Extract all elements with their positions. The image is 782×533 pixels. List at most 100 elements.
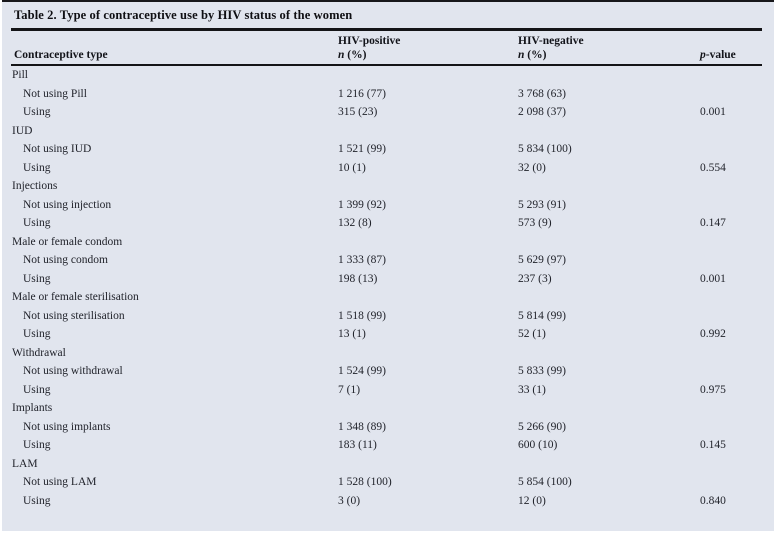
p-value: 0.001 bbox=[700, 272, 726, 285]
group-label: LAM bbox=[12, 457, 38, 470]
table-row-group: IUD bbox=[11, 122, 762, 141]
table-row-group: Male or female condom bbox=[11, 233, 762, 252]
n-suffix: (%) bbox=[524, 49, 547, 61]
hiv-negative-value: 3 768 (63) bbox=[518, 87, 566, 100]
p-symbol: p bbox=[700, 49, 706, 61]
table-title: Table 2. Type of contraceptive use by HI… bbox=[14, 8, 353, 22]
hiv-negative-value: 5 814 (99) bbox=[518, 309, 566, 322]
row-label: Using bbox=[23, 217, 51, 229]
row-label: Not using injection bbox=[23, 198, 112, 211]
hiv-positive-value: 1 399 (92) bbox=[338, 198, 386, 211]
header-p-value: p-value bbox=[700, 48, 762, 62]
hiv-positive-value: 13 (1) bbox=[338, 328, 366, 340]
hiv-negative-value: 12 (0) bbox=[518, 494, 546, 507]
row-label: Not using withdrawal bbox=[23, 365, 123, 377]
hiv-negative-value: 237 (3) bbox=[518, 272, 552, 285]
n-symbol: n bbox=[518, 49, 525, 61]
hiv-positive-value: 1 528 (100) bbox=[338, 476, 392, 488]
header-hiv-negative: HIV-negative bbox=[518, 35, 584, 47]
p-value: 0.145 bbox=[700, 439, 726, 451]
group-label: Withdrawal bbox=[12, 346, 66, 359]
hiv-positive-value: 132 (8) bbox=[338, 217, 372, 229]
hiv-positive-value: 1 333 (87) bbox=[338, 254, 386, 266]
hiv-positive-value: 1 518 (99) bbox=[338, 309, 386, 322]
table-row-group: Injections bbox=[11, 177, 762, 196]
table-row-group: Implants bbox=[11, 399, 762, 418]
row-label: Using bbox=[23, 494, 51, 507]
hiv-negative-value: 5 266 (90) bbox=[518, 420, 566, 433]
hiv-negative-value: 5 854 (100) bbox=[518, 476, 572, 488]
title-rule bbox=[11, 28, 762, 31]
hiv-negative-value: 52 (1) bbox=[518, 328, 546, 340]
hiv-negative-value: 5 834 (100) bbox=[518, 143, 572, 155]
p-suffix: -value bbox=[705, 49, 736, 61]
p-value: 0.554 bbox=[700, 161, 726, 174]
header-n-pct-negative: n (%) bbox=[518, 48, 700, 62]
table-row: Using 10 (1) 32 (0) 0.554 bbox=[11, 159, 762, 178]
hiv-negative-value: 573 (9) bbox=[518, 217, 552, 229]
p-value: 0.975 bbox=[700, 383, 726, 396]
hiv-positive-value: 1 348 (89) bbox=[338, 420, 386, 433]
table-row: Using 183 (11) 600 (10) 0.145 bbox=[11, 436, 762, 455]
p-value: 0.001 bbox=[700, 106, 726, 118]
p-value: 0.147 bbox=[700, 217, 726, 229]
row-label: Not using LAM bbox=[23, 476, 97, 488]
row-label: Not using Pill bbox=[23, 87, 87, 100]
table-row: Not using implants 1 348 (89) 5 266 (90) bbox=[11, 418, 762, 437]
group-label: Injections bbox=[12, 180, 58, 192]
group-label: IUD bbox=[12, 124, 33, 137]
row-label: Not using implants bbox=[23, 420, 111, 433]
n-symbol: n bbox=[338, 49, 345, 61]
row-label: Not using condom bbox=[23, 254, 108, 266]
table-row-group: Withdrawal bbox=[11, 344, 762, 363]
hiv-positive-value: 1 524 (99) bbox=[338, 365, 386, 377]
hiv-negative-value: 33 (1) bbox=[518, 383, 546, 396]
p-value: 0.840 bbox=[700, 494, 726, 507]
hiv-negative-value: 5 833 (99) bbox=[518, 365, 566, 377]
group-label: Implants bbox=[12, 402, 53, 414]
table-row: Using 198 (13) 237 (3) 0.001 bbox=[11, 270, 762, 289]
table-row: Using 132 (8) 573 (9) 0.147 bbox=[11, 214, 762, 233]
table-body: Pill Not using Pill 1 216 (77) 3 768 (63) Us… bbox=[11, 66, 762, 510]
table-row: Not using IUD 1 521 (99) 5 834 (100) bbox=[11, 140, 762, 159]
hiv-positive-value: 1 216 (77) bbox=[338, 87, 386, 100]
hiv-positive-value: 10 (1) bbox=[338, 161, 366, 174]
group-label: Pill bbox=[12, 69, 28, 81]
table-row: Not using Pill 1 216 (77) 3 768 (63) bbox=[11, 85, 762, 104]
table-row: Not using condom 1 333 (87) 5 629 (97) bbox=[11, 251, 762, 270]
header-n-pct-positive: n (%) bbox=[338, 48, 518, 62]
hiv-negative-value: 5 293 (91) bbox=[518, 198, 566, 211]
p-value: 0.992 bbox=[700, 328, 726, 340]
row-label: Using bbox=[23, 383, 51, 396]
hiv-positive-value: 183 (11) bbox=[338, 439, 377, 451]
hiv-positive-value: 315 (23) bbox=[338, 106, 378, 118]
row-label: Using bbox=[23, 439, 51, 451]
header-hiv-positive: HIV-positive bbox=[338, 35, 401, 47]
header-contraceptive-type: Contraceptive type bbox=[14, 49, 108, 61]
table-row: Using 315 (23) 2 098 (37) 0.001 bbox=[11, 103, 762, 122]
row-label: Using bbox=[23, 161, 51, 174]
table-row: Using 3 (0) 12 (0) 0.840 bbox=[11, 492, 762, 511]
row-label: Using bbox=[23, 328, 51, 340]
n-suffix: (%) bbox=[344, 49, 367, 61]
table-row: Not using withdrawal 1 524 (99) 5 833 (99) bbox=[11, 362, 762, 381]
hiv-positive-value: 7 (1) bbox=[338, 383, 361, 396]
row-label: Not using sterilisation bbox=[23, 309, 125, 322]
hiv-negative-value: 2 098 (37) bbox=[518, 106, 566, 118]
group-label: Male or female sterilisation bbox=[12, 291, 139, 303]
table-row-group: LAM bbox=[11, 455, 762, 474]
table-row: Not using sterilisation 1 518 (99) 5 814 (… bbox=[11, 307, 762, 326]
row-label: Using bbox=[23, 106, 51, 118]
hiv-negative-value: 32 (0) bbox=[518, 161, 546, 174]
hiv-negative-value: 600 (10) bbox=[518, 439, 558, 451]
hiv-positive-value: 1 521 (99) bbox=[338, 143, 386, 155]
table-row: Not using LAM 1 528 (100) 5 854 (100) bbox=[11, 473, 762, 492]
table-header: HIV-positive HIV-negative Contraceptive … bbox=[11, 31, 762, 64]
table-row: Using 13 (1) 52 (1) 0.992 bbox=[11, 325, 762, 344]
table-row-group: Pill bbox=[11, 66, 762, 85]
hiv-positive-value: 198 (13) bbox=[338, 272, 378, 285]
table-row: Not using injection 1 399 (92) 5 293 (91) bbox=[11, 196, 762, 215]
table-row: Using 7 (1) 33 (1) 0.975 bbox=[11, 381, 762, 400]
header-rule bbox=[11, 64, 762, 66]
